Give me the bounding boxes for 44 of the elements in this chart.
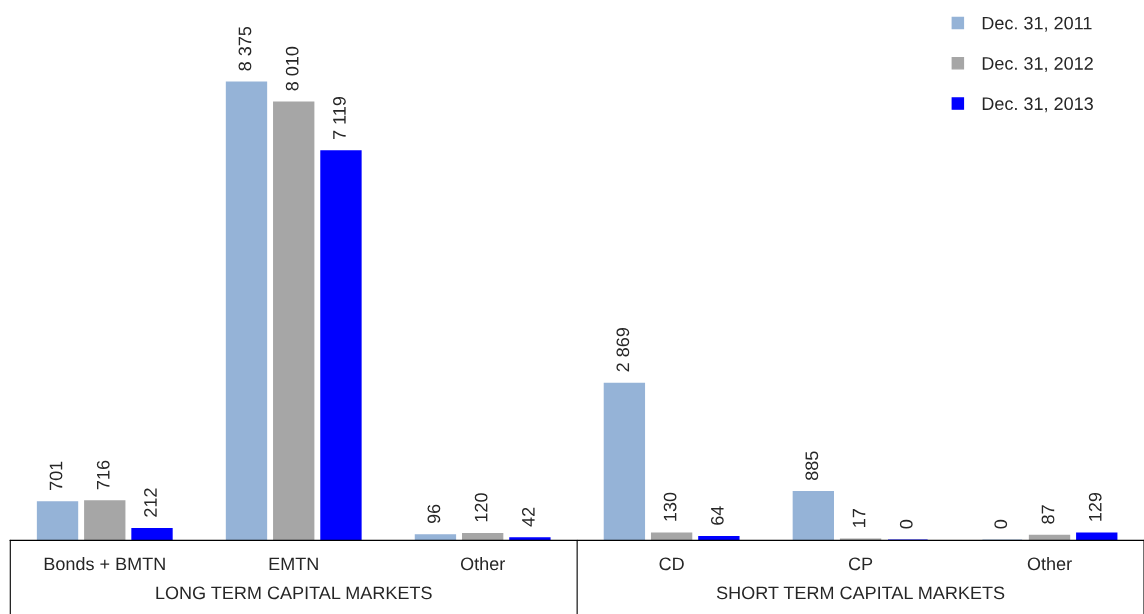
bar	[273, 101, 315, 541]
legend-label: Dec. 31, 2011	[982, 16, 1092, 32]
bar	[1076, 532, 1118, 541]
data-label: 129	[1088, 492, 1102, 521]
bar	[698, 535, 740, 541]
x-tick-label: Other	[1027, 556, 1072, 571]
data-label: 0	[899, 519, 913, 529]
x-tick-label: EMTN	[269, 557, 318, 571]
data-label: 212	[144, 488, 157, 517]
data-label: 120	[474, 493, 488, 522]
data-label: 7 119	[333, 96, 346, 140]
data-label: 87	[1041, 505, 1055, 524]
bar	[414, 534, 457, 541]
data-label: 42	[521, 507, 535, 527]
bar	[320, 150, 362, 541]
bar	[36, 501, 79, 541]
x-tick-label: CD	[659, 557, 684, 571]
data-label: 64	[710, 506, 724, 525]
text: LONG TERM CAPITAL MARKETS	[156, 586, 432, 600]
x-tick-label: Bonds + BMTN	[44, 556, 165, 571]
data-label: 0	[994, 519, 1008, 529]
bar	[84, 500, 126, 541]
data-label: 130	[663, 492, 677, 521]
data-label: 701	[49, 461, 63, 490]
data-label: 17	[852, 509, 866, 527]
x-tick-label: Other	[460, 556, 505, 571]
bar	[792, 491, 835, 541]
bar	[603, 382, 646, 541]
text: SHORT TERM CAPITAL MARKETS	[716, 586, 1005, 600]
bar	[650, 532, 693, 541]
data-label: 96	[427, 504, 441, 524]
data-label: 2 869	[616, 328, 630, 372]
data-label: 885	[805, 451, 819, 481]
bar	[131, 527, 173, 541]
legend-label: Dec. 31, 2012	[982, 57, 1093, 72]
data-label: 716	[96, 460, 110, 490]
bar	[461, 532, 504, 541]
data-label: 8 375	[238, 26, 252, 71]
bar	[225, 81, 268, 541]
bar	[1028, 534, 1071, 541]
x-tick-label: CP	[848, 557, 873, 571]
bar	[509, 537, 551, 541]
legend-label: Dec. 31, 2013	[982, 97, 1093, 113]
data-label: 8 010	[285, 46, 299, 91]
